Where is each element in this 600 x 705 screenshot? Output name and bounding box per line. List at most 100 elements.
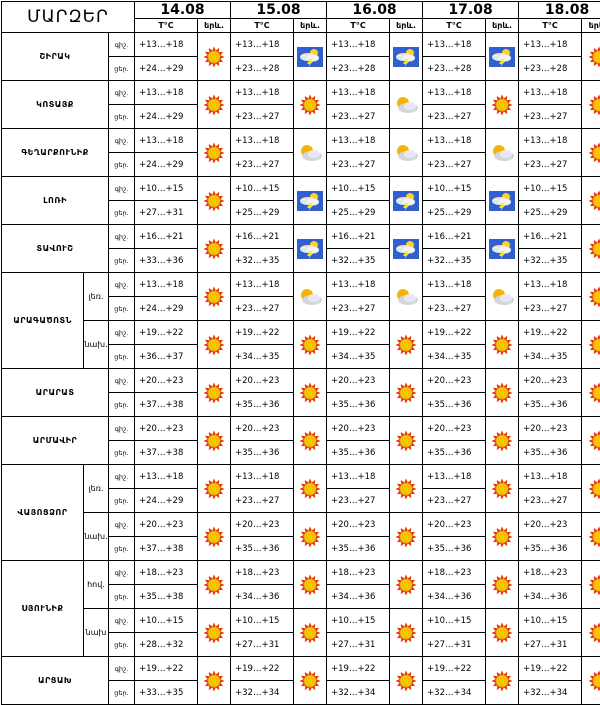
night-temp: +10…+15 (423, 609, 486, 633)
day-label: ցեր. (109, 585, 135, 609)
region-name: ԱՐՄԱՎԻՐ (2, 417, 109, 465)
day-temp: +34…+35 (519, 345, 582, 369)
day-temp: +34…+36 (423, 585, 486, 609)
day-temp: +23…+27 (519, 297, 582, 321)
night-temp: +10…+15 (135, 609, 198, 633)
night-temp: +13…+18 (231, 81, 294, 105)
day-temp: +34…+35 (327, 345, 390, 369)
day-temp: +35…+36 (231, 393, 294, 417)
night-temp: +13…+18 (231, 273, 294, 297)
night-label: գիշ. (109, 321, 135, 345)
day-temp: +34…+35 (231, 345, 294, 369)
day-temp: +23…+27 (519, 153, 582, 177)
sun-icon (486, 513, 519, 561)
night-temp: +19…+22 (519, 657, 582, 681)
night-temp: +19…+22 (231, 321, 294, 345)
night-temp: +20…+23 (423, 513, 486, 537)
sun-icon (582, 177, 600, 225)
day-temp: +35…+36 (231, 441, 294, 465)
night-temp: +20…+23 (135, 369, 198, 393)
day-label: ցեր. (109, 489, 135, 513)
sun-icon (390, 369, 423, 417)
day-temp: +32…+34 (423, 681, 486, 705)
day-label: ցեր. (109, 201, 135, 225)
day-label: ցեր. (109, 393, 135, 417)
day-temp: +28…+32 (135, 633, 198, 657)
night-temp: +16…+21 (423, 225, 486, 249)
night-temp: +16…+21 (231, 225, 294, 249)
sun-icon (582, 561, 600, 609)
night-temp: +13…+18 (423, 81, 486, 105)
day-temp: +35…+36 (519, 393, 582, 417)
thunderstorm-icon (390, 33, 423, 81)
night-temp: +16…+21 (519, 225, 582, 249)
day-temp: +23…+27 (423, 297, 486, 321)
temp-column-header: T°C (327, 19, 390, 33)
night-label: գիշ. (109, 465, 135, 489)
sun-icon (390, 561, 423, 609)
night-temp: +10…+15 (135, 177, 198, 201)
region-subzone: լեռ. (84, 465, 109, 513)
sun-icon (486, 609, 519, 657)
region-name: ԳԵՂԱՐՔՈՒՆԻՔ (2, 129, 109, 177)
night-temp: +18…+23 (423, 561, 486, 585)
night-temp: +20…+23 (231, 417, 294, 441)
day-temp: +32…+35 (423, 249, 486, 273)
day-temp: +25…+29 (519, 201, 582, 225)
sun-icon (294, 513, 327, 561)
day-temp: +23…+28 (231, 57, 294, 81)
night-temp: +19…+22 (231, 657, 294, 681)
night-temp: +20…+23 (135, 513, 198, 537)
night-temp: +20…+23 (327, 369, 390, 393)
sun-icon (582, 417, 600, 465)
day-temp: +35…+36 (519, 441, 582, 465)
night-temp: +18…+23 (519, 561, 582, 585)
sun-icon (294, 369, 327, 417)
day-temp: +24…+29 (135, 489, 198, 513)
sun-icon (198, 369, 231, 417)
sun-icon (582, 369, 600, 417)
table-title: ՄԱՐԶԵՐ (2, 2, 135, 33)
sun-icon (582, 273, 600, 321)
night-temp: +19…+22 (327, 321, 390, 345)
date-header: 17.08 (423, 2, 519, 19)
night-temp: +13…+18 (327, 129, 390, 153)
day-temp: +24…+29 (135, 153, 198, 177)
day-temp: +34…+36 (327, 585, 390, 609)
sun-icon (486, 321, 519, 369)
night-label: գիշ. (109, 417, 135, 441)
sun-icon (294, 417, 327, 465)
sun-icon (582, 465, 600, 513)
day-temp: +23…+27 (327, 297, 390, 321)
night-temp: +20…+23 (423, 417, 486, 441)
region-name: ԱՐՑԱԽ (2, 657, 109, 705)
sun-icon (582, 81, 600, 129)
night-temp: +19…+22 (135, 321, 198, 345)
night-temp: +13…+18 (519, 273, 582, 297)
night-temp: +19…+22 (423, 321, 486, 345)
night-temp: +13…+18 (519, 129, 582, 153)
sun-icon (390, 321, 423, 369)
region-row-night: նախ.գիշ.+19…+22+19…+22+19…+22+19…+22+19…… (2, 321, 600, 345)
sun-icon (582, 513, 600, 561)
night-temp: +13…+18 (519, 33, 582, 57)
night-temp: +10…+15 (327, 177, 390, 201)
day-temp: +32…+34 (519, 681, 582, 705)
temp-column-header: T°C (423, 19, 486, 33)
region-name: ՍՅՈՒՆԻՔ (2, 561, 84, 657)
day-temp: +23…+27 (423, 489, 486, 513)
thunderstorm-icon (486, 225, 519, 273)
day-temp: +37…+38 (135, 441, 198, 465)
day-temp: +35…+36 (231, 537, 294, 561)
date-header: 14.08 (135, 2, 231, 19)
day-temp: +32…+34 (231, 681, 294, 705)
phenomenon-column-header: երև. (294, 19, 327, 33)
night-label: գիշ. (109, 657, 135, 681)
night-temp: +20…+23 (327, 513, 390, 537)
sun-icon (198, 129, 231, 177)
sun-icon (390, 465, 423, 513)
sun-icon (294, 609, 327, 657)
day-temp: +23…+28 (519, 57, 582, 81)
